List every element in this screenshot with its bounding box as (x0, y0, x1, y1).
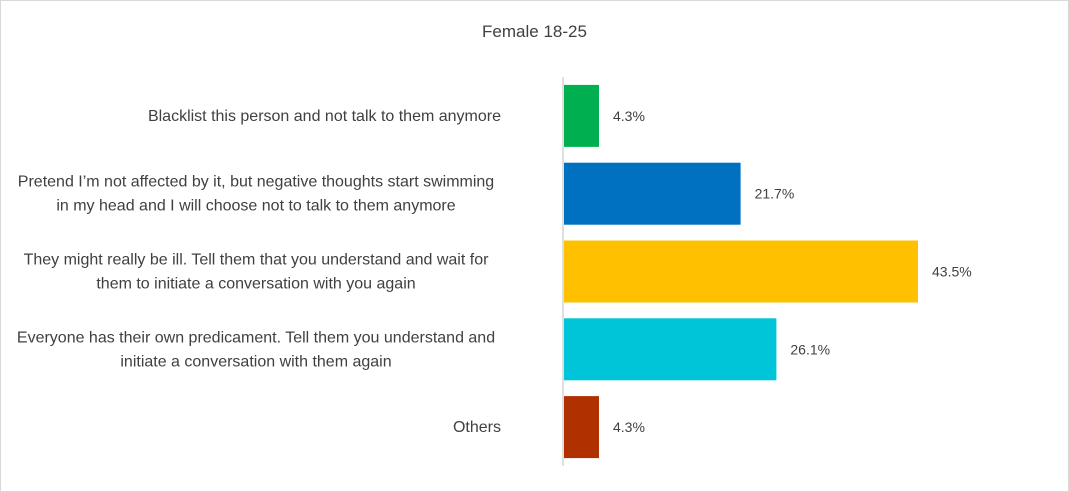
category-label: They might really be ill. Tell them that… (24, 252, 490, 293)
data-label: 43.5% (932, 264, 972, 280)
category-label: Everyone has their own predicament. Tell… (17, 329, 495, 370)
data-label: 21.7% (755, 186, 795, 202)
data-label: 4.3% (613, 108, 645, 124)
bar (564, 318, 777, 381)
bar (564, 84, 599, 147)
bar (564, 162, 741, 225)
category-label: Blacklist this person and not talk to th… (148, 108, 501, 125)
data-label: 4.3% (613, 419, 645, 435)
data-label: 26.1% (790, 341, 830, 357)
category-label: Others (453, 419, 501, 436)
bar (564, 240, 918, 303)
category-label: Pretend I’m not affected by it, but nega… (18, 174, 494, 215)
bar (564, 396, 599, 459)
chart-title: Female 18-25 (482, 22, 587, 41)
